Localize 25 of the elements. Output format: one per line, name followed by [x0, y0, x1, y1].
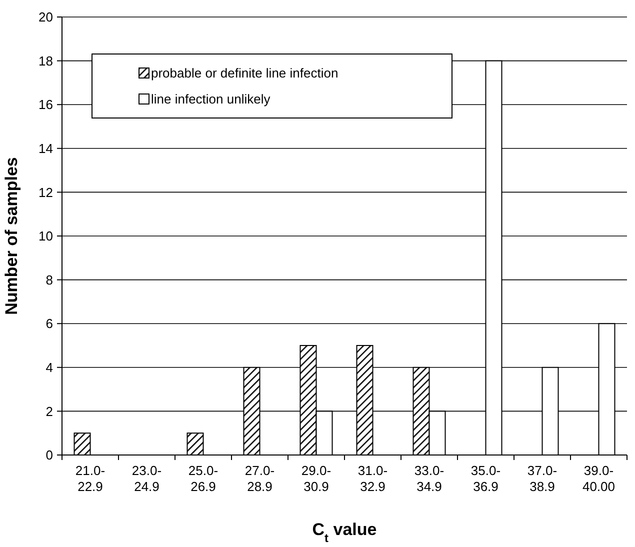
- y-tick-label: 14: [38, 140, 53, 156]
- x-tick-label: 23.0-24.9: [132, 463, 162, 494]
- y-tick-label: 18: [38, 53, 53, 68]
- x-tick-label: 29.0-30.9: [301, 463, 332, 494]
- legend-label: probable or definite line infection: [151, 66, 338, 81]
- x-tick-label: 21.0-22.9: [75, 463, 106, 494]
- legend-label: line infection unlikely: [151, 92, 271, 107]
- y-tick-label: 0: [46, 448, 53, 463]
- y-tick-label: 8: [46, 272, 53, 288]
- x-tick-label: 37.0-38.9: [527, 463, 558, 494]
- x-tick-label: 39.0-40.00: [582, 463, 616, 494]
- x-axis-title: C$_{t}$ value: [312, 520, 377, 545]
- x-tick-label: 25.0-26.9: [188, 463, 218, 494]
- y-tick-label: 12: [38, 184, 53, 200]
- y-tick-label: 16: [38, 97, 53, 112]
- y-tick-label: 6: [46, 316, 53, 332]
- y-tick-label: 10: [38, 228, 53, 244]
- x-tick-label: 31.0-32.9: [358, 463, 388, 494]
- y-tick-label: 20: [38, 10, 53, 25]
- y-tick-label: 2: [46, 404, 53, 419]
- x-tick-label: 33.0-34.9: [414, 463, 444, 494]
- y-axis-title: Number of samples: [2, 157, 21, 315]
- y-tick-label: 4: [46, 360, 53, 375]
- x-tick-label: 27.0-28.9: [244, 463, 275, 494]
- x-tick-label: 35.0-36.9: [470, 463, 501, 494]
